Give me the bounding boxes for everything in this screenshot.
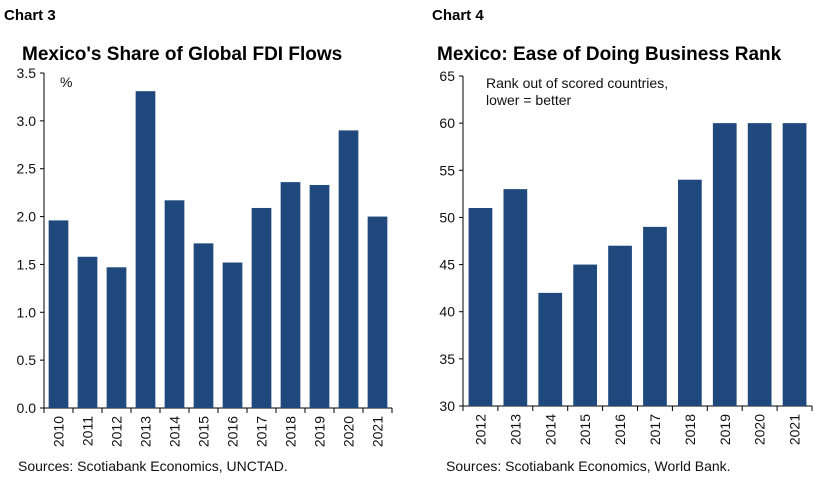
y-tick-label: 1.0 (17, 304, 37, 320)
x-tick-label: 2018 (682, 414, 698, 445)
bar-2014 (538, 292, 563, 406)
bar-2013 (503, 189, 528, 406)
y-tick-label: 3.5 (17, 65, 37, 81)
bar-2016 (222, 262, 243, 408)
bar-2018 (677, 179, 702, 406)
x-tick-label: 2017 (254, 416, 270, 447)
source-note: Sources: Scotiabank Economics, UNCTAD. (18, 458, 288, 474)
x-tick-label: 2017 (647, 414, 663, 445)
x-tick-label: 2015 (196, 416, 212, 447)
bar-2014 (164, 200, 185, 408)
x-tick-label: 2020 (341, 416, 357, 447)
bar-2019 (309, 184, 330, 408)
y-tick-label: 55 (439, 162, 455, 178)
x-tick-label: 2021 (370, 416, 386, 447)
x-tick-label: 2016 (225, 416, 241, 447)
x-tick-label: 2015 (577, 414, 593, 445)
x-tick-label: 2020 (752, 414, 768, 445)
bar-2015 (573, 264, 598, 406)
bar-2019 (712, 123, 737, 407)
x-tick-label: 2014 (167, 416, 183, 447)
bar-2018 (280, 182, 301, 408)
chart-label: Chart 4 (432, 7, 484, 24)
bar-2010 (48, 220, 69, 408)
chart-title: Mexico: Ease of Doing Business Rank (437, 44, 782, 65)
chart-4: Chart 4 Mexico: Ease of Doing Business Ra… (432, 7, 813, 474)
bar-2015 (193, 243, 214, 408)
chart-title: Mexico's Share of Global FDI Flows (22, 44, 342, 65)
y-tick-label: 35 (439, 351, 455, 367)
x-tick-label: 2019 (717, 414, 733, 445)
x-tick-label: 2018 (283, 416, 299, 447)
y-tick-label: 45 (439, 257, 455, 273)
source-note: Sources: Scotiabank Economics, World Ban… (446, 458, 731, 474)
x-tick-label: 2021 (787, 414, 803, 445)
y-tick-label: 0.5 (17, 352, 37, 368)
y-tick-label: 2.0 (17, 209, 37, 225)
x-tick-label: 2016 (612, 414, 628, 445)
annotation-line: lower = better (486, 92, 572, 108)
x-tick-label: 2012 (109, 416, 125, 447)
unit-label: % (60, 74, 72, 90)
bar-2017 (251, 207, 272, 408)
y-tick-label: 40 (439, 304, 455, 320)
y-tick-label: 30 (439, 398, 455, 414)
bar-2020 (747, 123, 772, 407)
annotation-line: Rank out of scored countries, (486, 75, 668, 91)
x-tick-label: 2011 (80, 416, 96, 446)
chart-label: Chart 3 (4, 7, 56, 24)
bar-2016 (608, 245, 632, 406)
bar-2017 (643, 226, 667, 406)
bar-2012 (468, 208, 493, 406)
bar-2011 (77, 256, 98, 408)
bar-2021 (367, 216, 388, 408)
chart-3: Chart 3 Mexico's Share of Global FDI Flow… (4, 7, 393, 474)
y-tick-label: 65 (439, 68, 455, 84)
x-tick-label: 2013 (138, 416, 154, 447)
x-tick-label: 2010 (51, 416, 67, 447)
bar-2021 (782, 123, 807, 407)
bar-2020 (338, 130, 359, 408)
x-tick-label: 2019 (312, 416, 328, 447)
y-tick-label: 2.5 (17, 161, 37, 177)
bar-2013 (135, 91, 156, 408)
y-tick-label: 60 (439, 115, 455, 131)
x-tick-label: 2012 (472, 414, 488, 445)
bar-2012 (106, 267, 127, 408)
y-tick-label: 50 (439, 209, 455, 225)
x-tick-label: 2014 (542, 414, 558, 445)
x-tick-label: 2013 (507, 414, 523, 445)
y-tick-label: 3.0 (17, 113, 37, 129)
y-tick-label: 1.5 (17, 256, 37, 272)
y-tick-label: 0.0 (17, 400, 37, 416)
